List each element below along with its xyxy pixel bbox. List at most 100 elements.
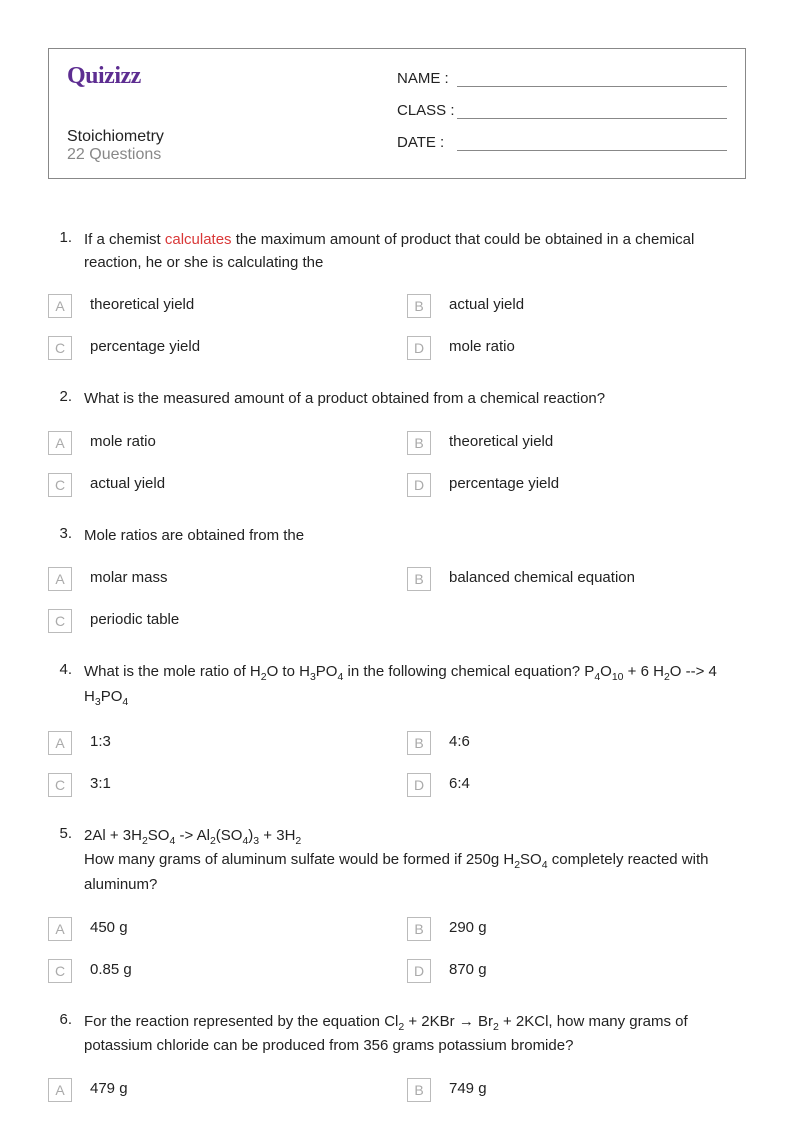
option[interactable]: C3:1 <box>48 773 387 797</box>
date-label: DATE : <box>397 134 453 151</box>
option-text: actual yield <box>449 294 746 313</box>
option-letter: B <box>407 731 431 755</box>
name-line[interactable] <box>457 67 727 87</box>
option[interactable]: A479 g <box>48 1078 387 1102</box>
option[interactable]: A 1:3 <box>48 731 387 755</box>
question-row: 4.What is the mole ratio of H2O to H3PO4… <box>48 661 746 711</box>
option-letter: A <box>48 294 72 318</box>
question-number: 1. <box>48 229 72 274</box>
date-row: DATE : <box>397 131 727 151</box>
option-text: 450 g <box>90 917 387 936</box>
option-text: actual yield <box>90 473 387 492</box>
option[interactable]: Atheoretical yield <box>48 294 387 318</box>
option-letter: B <box>407 294 431 318</box>
option-text: mole ratio <box>90 431 387 450</box>
date-line[interactable] <box>457 131 727 151</box>
option[interactable]: Amole ratio <box>48 431 387 455</box>
question-number: 2. <box>48 388 72 411</box>
question-text: Mole ratios are obtained from the <box>84 525 746 548</box>
question-text: 2Al + 3H2SO4 -> Al2(SO4)3 + 3H2How many … <box>84 825 746 897</box>
option[interactable]: Amolar mass <box>48 567 387 591</box>
option-letter: C <box>48 959 72 983</box>
option-text: 3:1 <box>90 773 387 792</box>
option[interactable]: B 4:6 <box>407 731 746 755</box>
questions-container: 1. If a chemist calculates the maximum am… <box>48 229 746 1102</box>
option-text: 1:3 <box>90 731 387 750</box>
question-number: 4. <box>48 661 72 711</box>
option-text: theoretical yield <box>449 431 746 450</box>
class-line[interactable] <box>457 99 727 119</box>
option[interactable]: A450 g <box>48 917 387 941</box>
option-letter: C <box>48 609 72 633</box>
class-label: CLASS : <box>397 102 453 119</box>
question-text: For the reaction represented by the equa… <box>84 1011 746 1058</box>
option[interactable]: Bactual yield <box>407 294 746 318</box>
header-box: Quizizz Stoichiometry 22 Questions NAME … <box>48 48 746 179</box>
option[interactable]: Cperiodic table <box>48 609 387 633</box>
option[interactable]: C 0.85 g <box>48 959 387 983</box>
option[interactable]: D 870 g <box>407 959 746 983</box>
option-letter: A <box>48 1078 72 1102</box>
option[interactable]: Btheoretical yield <box>407 431 746 455</box>
question-row: 3. Mole ratios are obtained from the <box>48 525 746 548</box>
option[interactable]: Dpercentage yield <box>407 473 746 497</box>
option-text: theoretical yield <box>90 294 387 313</box>
option-text: 870 g <box>449 959 746 978</box>
question-block: 6.For the reaction represented by the eq… <box>48 1011 746 1102</box>
option[interactable]: Cpercentage yield <box>48 336 387 360</box>
highlight-text: calculates <box>165 231 232 248</box>
option[interactable]: Bbalanced chemical equation <box>407 567 746 591</box>
question-row: 5.2Al + 3H2SO4 -> Al2(SO4)3 + 3H2How man… <box>48 825 746 897</box>
options-grid: A 1:3 B 4:6 C3:1 D 6:4 <box>48 731 746 797</box>
option-text: 749 g <box>449 1078 746 1097</box>
option-text: 4:6 <box>449 731 746 750</box>
option[interactable]: B 290 g <box>407 917 746 941</box>
question-row: 2. What is the measured amount of a produ… <box>48 388 746 411</box>
option[interactable]: Cactual yield <box>48 473 387 497</box>
option-letter: D <box>407 473 431 497</box>
option[interactable]: B 749 g <box>407 1078 746 1102</box>
option-text: percentage yield <box>449 473 746 492</box>
option-text: 290 g <box>449 917 746 936</box>
options-grid: A450 g B 290 g C 0.85 g D 870 g <box>48 917 746 983</box>
option-letter: B <box>407 431 431 455</box>
question-block: 3. Mole ratios are obtained from the Amola… <box>48 525 746 634</box>
question-block: 4.What is the mole ratio of H2O to H3PO4… <box>48 661 746 797</box>
option-text: balanced chemical equation <box>449 567 746 586</box>
option-letter: C <box>48 473 72 497</box>
question-count: 22 Questions <box>67 146 397 164</box>
option-letter: D <box>407 959 431 983</box>
class-row: CLASS : <box>397 99 727 119</box>
option[interactable]: D 6:4 <box>407 773 746 797</box>
question-text: What is the measured amount of a product… <box>84 388 746 411</box>
option-letter: B <box>407 567 431 591</box>
question-text: If a chemist calculates the maximum amou… <box>84 229 746 274</box>
option-letter: C <box>48 336 72 360</box>
question-row: 6.For the reaction represented by the eq… <box>48 1011 746 1058</box>
option-letter: D <box>407 773 431 797</box>
question-block: 5.2Al + 3H2SO4 -> Al2(SO4)3 + 3H2How man… <box>48 825 746 983</box>
option-text: 0.85 g <box>90 959 387 978</box>
options-grid: Atheoretical yield Bactual yield Cpercenta… <box>48 294 746 360</box>
option-text: mole ratio <box>449 336 746 355</box>
option-letter: B <box>407 1078 431 1102</box>
logo: Quizizz <box>67 63 397 90</box>
option-text: molar mass <box>90 567 387 586</box>
option-letter: A <box>48 431 72 455</box>
name-row: NAME : <box>397 67 727 87</box>
option[interactable]: Dmole ratio <box>407 336 746 360</box>
option-letter: A <box>48 731 72 755</box>
header-right: NAME : CLASS : DATE : <box>397 63 727 164</box>
options-grid: Amolar mass Bbalanced chemical equation Cp… <box>48 567 746 633</box>
option-letter: A <box>48 567 72 591</box>
option-text: 6:4 <box>449 773 746 792</box>
question-block: 2. What is the measured amount of a produ… <box>48 388 746 497</box>
question-number: 3. <box>48 525 72 548</box>
question-text: What is the mole ratio of H2O to H3PO4 i… <box>84 661 746 711</box>
header-left: Quizizz Stoichiometry 22 Questions <box>67 63 397 164</box>
name-label: NAME : <box>397 70 453 87</box>
option-text: percentage yield <box>90 336 387 355</box>
options-grid: Amole ratio Btheoretical yield Cactual yie… <box>48 431 746 497</box>
option-letter: B <box>407 917 431 941</box>
question-row: 1. If a chemist calculates the maximum am… <box>48 229 746 274</box>
